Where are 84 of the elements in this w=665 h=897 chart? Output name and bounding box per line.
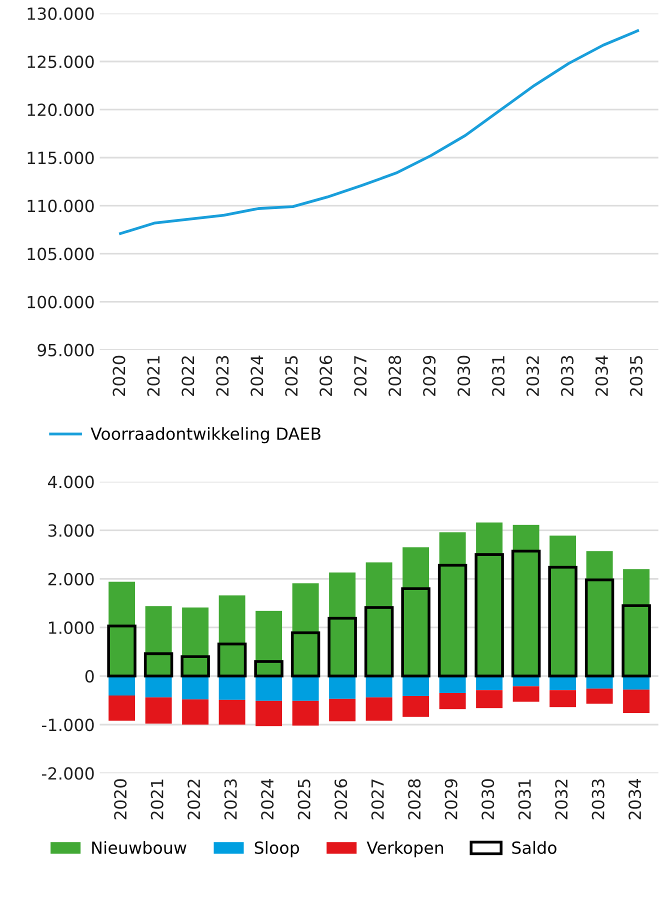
y-tick-label: 130.000 (28, 7, 94, 20)
x-tick-label: 2034 (628, 779, 642, 820)
x-tick-label: 2020 (112, 356, 126, 396)
bar (108, 695, 136, 721)
bar (145, 676, 172, 698)
legend-label: Nieuwbouw (92, 841, 186, 854)
x-tick-label: 2029 (423, 356, 436, 396)
bar (366, 697, 392, 721)
x-tick-label: 2031 (518, 780, 531, 820)
bar (439, 676, 466, 694)
x-tick-label: 2028 (408, 779, 421, 820)
legend-label: Verkopen (366, 841, 444, 858)
y-tick-label: 4.000 (48, 476, 94, 488)
y-tick-label: 120.000 (28, 104, 94, 116)
x-tick-label: 2026 (320, 356, 332, 396)
legend-label: Sloop (254, 841, 300, 858)
bar (623, 690, 650, 713)
y-tick-label: 110.000 (28, 200, 94, 212)
bar (292, 676, 319, 701)
bar (366, 676, 392, 698)
line-series (119, 29, 640, 235)
bar (329, 676, 356, 699)
x-tick-label: 2029 (444, 779, 458, 820)
bar (145, 697, 172, 724)
y-tick-label: 115.000 (28, 152, 94, 164)
x-tick-label: 2031 (492, 356, 505, 396)
y-tick-label: 3.000 (48, 524, 94, 537)
x-tick-label: 2034 (595, 356, 608, 396)
x-tick-label: 2020 (114, 779, 127, 820)
bar (439, 693, 466, 710)
bar (292, 583, 319, 676)
y-tick-label: 2.000 (48, 572, 94, 586)
y-tick-label: -1.000 (42, 718, 94, 732)
x-tick-label: 2032 (526, 356, 540, 396)
legend-label: Voorraadontwikkeling DAEB (90, 427, 320, 444)
y-tick-label: 1.000 (49, 621, 94, 634)
x-tick-label: 2030 (457, 356, 470, 396)
bar (256, 610, 282, 676)
x-tick-label: 2028 (388, 356, 402, 396)
bar (476, 690, 503, 708)
x-tick-label: 2025 (298, 780, 310, 820)
bar (256, 676, 282, 701)
bar (402, 696, 430, 717)
x-tick-label: 2024 (250, 356, 264, 396)
x-tick-label: 2023 (224, 779, 237, 820)
y-tick-label: 125.000 (28, 55, 94, 68)
x-tick-label: 2035 (630, 356, 642, 396)
x-tick-label: 2024 (261, 779, 274, 820)
y-tick-label: 105.000 (28, 248, 94, 260)
bar (292, 700, 319, 726)
x-tick-label: 2026 (334, 779, 348, 820)
y-tick-label: 95.000 (38, 344, 94, 356)
bar (218, 676, 246, 700)
bar (182, 676, 209, 700)
bar (550, 690, 576, 708)
bar (402, 676, 430, 696)
x-tick-label: 2023 (216, 356, 229, 396)
x-tick-label: 2021 (147, 356, 160, 396)
x-tick-label: 2027 (354, 356, 367, 396)
x-tick-label: 2030 (482, 779, 494, 820)
bar (439, 532, 466, 676)
x-tick-label: 2025 (285, 356, 298, 396)
bar (145, 606, 172, 676)
bar (586, 551, 613, 676)
bar (586, 688, 613, 704)
x-tick-label: 2033 (560, 356, 574, 396)
bar (182, 608, 209, 676)
bar (108, 676, 136, 696)
x-tick-label: 2027 (371, 780, 384, 820)
bar (218, 700, 246, 725)
y-tick-label: 0 (85, 670, 94, 683)
x-tick-label: 2022 (182, 356, 194, 396)
bar (329, 698, 356, 722)
bar (256, 700, 282, 726)
x-tick-label: 2021 (150, 780, 164, 820)
bar (512, 686, 540, 702)
x-tick-label: 2022 (188, 780, 200, 820)
bar (182, 699, 209, 725)
y-tick-label: -2.000 (42, 767, 94, 780)
bar (512, 524, 540, 676)
x-tick-label: 2032 (555, 780, 568, 820)
x-tick-label: 2033 (592, 779, 604, 820)
y-tick-label: 100.000 (28, 296, 94, 308)
legend-label: Saldo (512, 841, 556, 854)
